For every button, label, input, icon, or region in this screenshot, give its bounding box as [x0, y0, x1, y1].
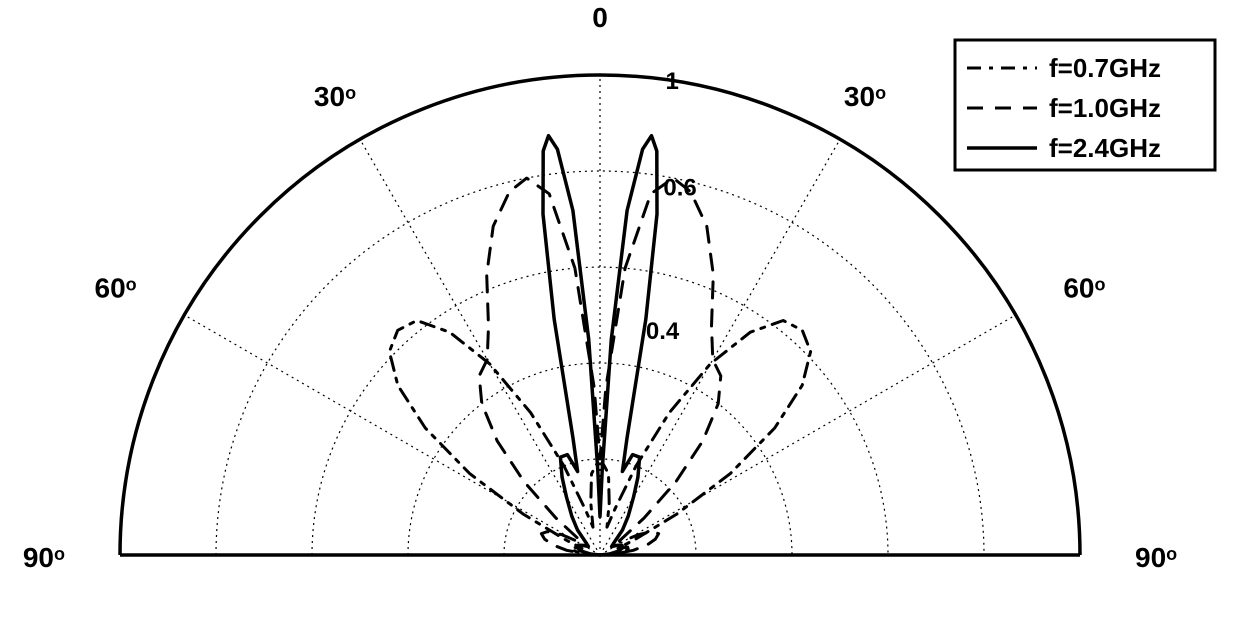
grid-spoke — [600, 315, 1016, 555]
radial-label: 1 — [665, 68, 678, 95]
legend-label: f=0.7GHz — [1049, 53, 1161, 83]
grid-spoke — [184, 315, 600, 555]
angle-label: 30o — [314, 81, 356, 112]
legend-label: f=1.0GHz — [1049, 93, 1161, 123]
series-curve — [543, 136, 657, 555]
angle-label: 60o — [95, 273, 137, 304]
polar-chart: 0 30o 30o 60o 60o 90o 90o 1 0.6 0.4 f=0.7GHz f=1.0G… — [0, 0, 1240, 626]
angle-label: 90o — [23, 542, 65, 573]
angle-label: 90o — [1135, 542, 1177, 573]
angle-label: 60o — [1063, 273, 1105, 304]
angle-label: 0 — [592, 2, 608, 33]
angle-label: 30o — [844, 81, 886, 112]
legend-label: f=2.4GHz — [1049, 133, 1161, 163]
radial-label: 0.6 — [663, 175, 696, 202]
radial-label: 0.4 — [646, 318, 680, 345]
